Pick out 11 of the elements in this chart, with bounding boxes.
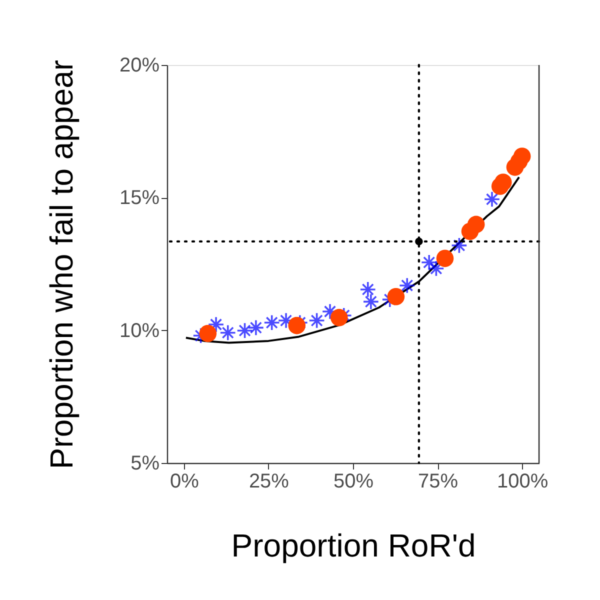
y-tick-label: 20% xyxy=(119,54,160,76)
y-tick-label: 15% xyxy=(119,187,160,210)
x-tick-label: 50% xyxy=(333,470,374,492)
x-tick-label: 100% xyxy=(497,470,548,492)
y-tick-label: 10% xyxy=(119,320,160,342)
y-axis-title: Proportion who fail to appear xyxy=(43,60,80,470)
x-tick-label: 0% xyxy=(170,470,200,492)
x-axis-title: Proportion RoR'd xyxy=(231,528,476,564)
y-tick-label: 5% xyxy=(130,452,160,474)
x-tick-label: 25% xyxy=(248,470,290,492)
x-tick-label: 75% xyxy=(418,470,458,492)
